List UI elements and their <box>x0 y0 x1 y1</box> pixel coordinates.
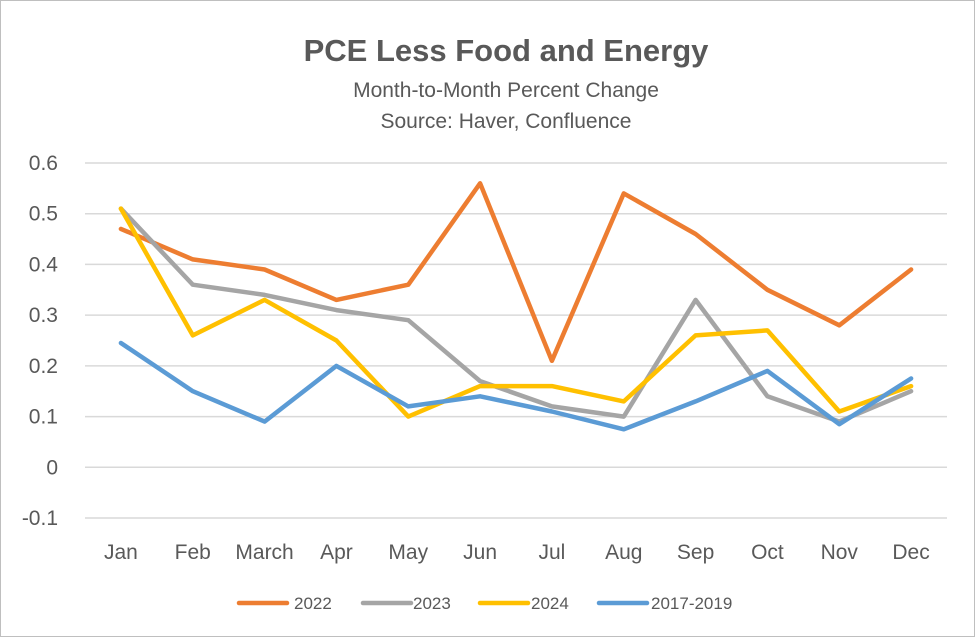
x-tick-label: Dec <box>892 541 929 564</box>
series-line-2023 <box>118 206 914 424</box>
y-tick-label: 0.1 <box>29 406 58 429</box>
chart-subtitle-line-2: Source: Haver, Confluence <box>381 110 632 133</box>
x-tick-label: Oct <box>751 541 784 564</box>
x-tick-label: Nov <box>821 541 859 564</box>
legend-label: 2024 <box>531 594 569 613</box>
y-tick-label: 0.6 <box>29 152 58 175</box>
gridlines <box>85 162 947 519</box>
series-lines <box>118 181 914 432</box>
series-line-2017-2019 <box>118 340 914 432</box>
x-tick-label: Jun <box>463 541 497 564</box>
chart-title: PCE Less Food and Energy <box>304 33 710 68</box>
legend-label: 2023 <box>413 594 451 613</box>
x-tick-label: Apr <box>320 541 353 564</box>
x-tick-label: Feb <box>175 541 211 564</box>
x-axis-ticks: Jan Feb March Apr May Jun Jul Aug Sep Oct Nov Dec <box>104 541 930 564</box>
series-line-2024 <box>118 206 914 419</box>
y-tick-label: 0.3 <box>29 304 58 327</box>
x-tick-label: Aug <box>605 541 642 564</box>
legend-label: 2017-2019 <box>651 594 732 613</box>
x-tick-label: Jul <box>538 541 565 564</box>
y-tick-label: 0.5 <box>29 203 58 226</box>
y-tick-label: 0.4 <box>29 253 59 276</box>
x-tick-label: May <box>388 541 428 564</box>
y-axis-ticks: 0.6 0.5 0.4 0.3 0.2 0.1 0 -0.1 <box>22 152 58 530</box>
x-tick-label: Jan <box>104 541 138 564</box>
chart-subtitle-line-1: Month-to-Month Percent Change <box>353 79 659 102</box>
series-line-2022 <box>118 181 914 364</box>
y-tick-label: 0.2 <box>29 355 58 378</box>
x-tick-label: March <box>235 541 293 564</box>
x-tick-label: Sep <box>677 541 714 564</box>
y-tick-label: 0 <box>46 456 58 479</box>
legend: 2022 2023 2024 2017-2019 <box>236 594 732 613</box>
y-tick-label: -0.1 <box>22 507 58 530</box>
legend-label: 2022 <box>294 594 332 613</box>
